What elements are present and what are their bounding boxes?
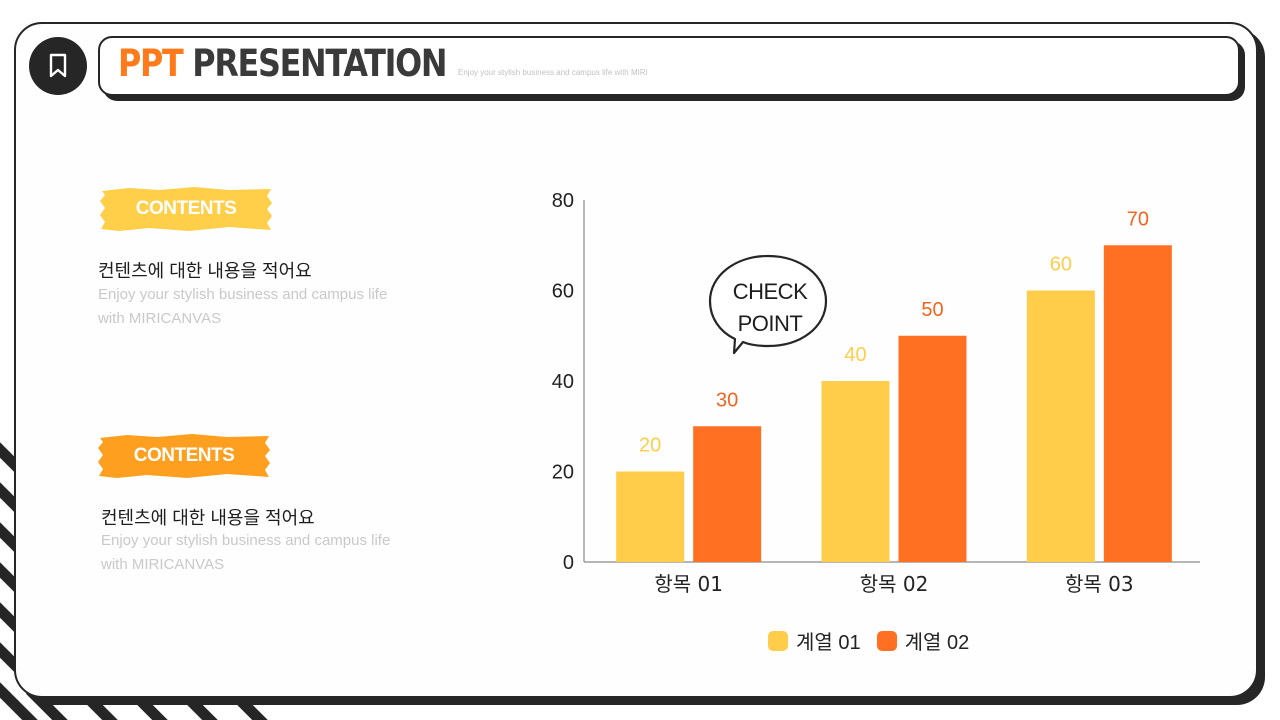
contents-tag-2: CONTENTS [97, 434, 271, 478]
block-text-2: Enjoy your stylish business and campus l… [101, 529, 461, 577]
check-point-bubble [708, 254, 828, 355]
block-title-2: 컨텐츠에 대한 내용을 적어요 [101, 508, 315, 528]
legend-item-series-1: 계열 01 [768, 626, 861, 655]
check-point-line1: CHECK [732, 279, 808, 304]
bar-value-label: 50 [921, 299, 943, 321]
header-bar: PPT PRESENTATION Enjoy your stylish busi… [98, 36, 1240, 96]
y-tick-label: 60 [552, 281, 574, 303]
check-point-line2: POINT [737, 311, 803, 336]
y-tick-label: 20 [552, 462, 574, 484]
legend-label-series-1: 계열 01 [796, 632, 861, 654]
legend-item-series-2: 계열 02 [876, 626, 970, 655]
title-accent: PPT [118, 42, 184, 85]
bar [821, 381, 890, 562]
contents-tag-1: CONTENTS [99, 187, 273, 231]
x-category-label: 항목 02 [860, 572, 929, 596]
bar [693, 426, 762, 562]
y-tick-label: 0 [563, 552, 574, 574]
bar-value-label: 60 [1050, 254, 1072, 276]
legend-label-series-2: 계열 02 [904, 632, 970, 654]
block-text-1: Enjoy your stylish business and campus l… [98, 283, 458, 331]
contents-tag-label-2: CONTENTS [133, 445, 235, 466]
bar-value-label: 30 [716, 389, 738, 411]
legend-swatch-series-2 [876, 630, 897, 651]
block-title-1: 컨텐츠에 대한 내용을 적어요 [98, 261, 312, 281]
bar [1103, 245, 1172, 562]
page-title: PPT PRESENTATION [118, 42, 448, 85]
bar [616, 471, 685, 562]
legend-swatch-series-1 [768, 630, 788, 651]
bar-value-label: 20 [639, 435, 661, 457]
contents-tag-label-1: CONTENTS [135, 198, 237, 219]
y-tick-label: 40 [552, 371, 574, 393]
bar [898, 335, 967, 562]
check-point-text: CHECK POINT [714, 276, 826, 340]
block-text-1-line2: with MIRICANVAS [98, 310, 222, 327]
block-text-2-line1: Enjoy your stylish business and campus l… [101, 532, 391, 549]
chart-legend: 계열 01 계열 02 [768, 626, 969, 655]
block-text-1-line1: Enjoy your stylish business and campus l… [98, 286, 388, 303]
y-tick-label: 80 [552, 190, 574, 212]
block-text-2-line2: with MIRICANVAS [101, 556, 225, 573]
title-main: PRESENTATION [192, 42, 447, 85]
bar-chart: 0 20 40 60 80 20 30 항목 01 40 50 항목 02 60 70 항목 03 [552, 190, 1200, 596]
tag-shape-1 [100, 187, 272, 231]
x-category-label: 항목 03 [1065, 572, 1134, 596]
bookmark-badge [29, 37, 87, 95]
x-category-label: 항목 01 [654, 572, 723, 596]
bar-value-label: 40 [844, 344, 866, 366]
header-subtitle: Enjoy your stylish business and campus l… [458, 68, 648, 77]
tag-shape-2 [98, 434, 270, 478]
bar [1026, 290, 1095, 562]
bookmark-icon [49, 53, 67, 78]
bar-value-label: 70 [1127, 208, 1149, 230]
